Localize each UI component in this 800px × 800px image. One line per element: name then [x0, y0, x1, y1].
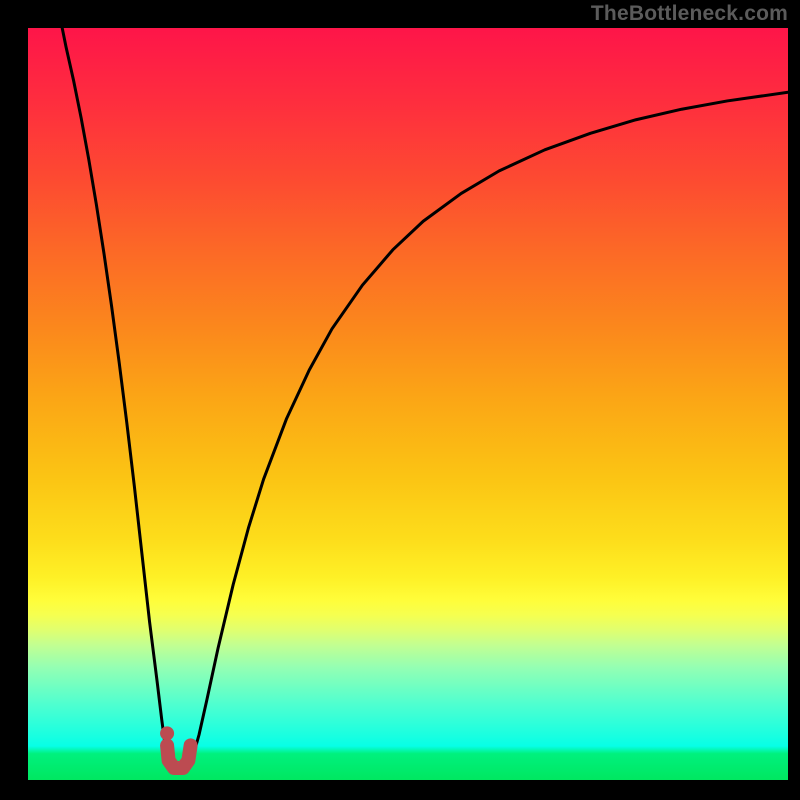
plot-area: [28, 28, 788, 780]
gradient-background: [28, 28, 788, 780]
watermark-text: TheBottleneck.com: [591, 2, 788, 26]
chart-svg: [28, 28, 788, 780]
marker-dot: [160, 726, 174, 740]
